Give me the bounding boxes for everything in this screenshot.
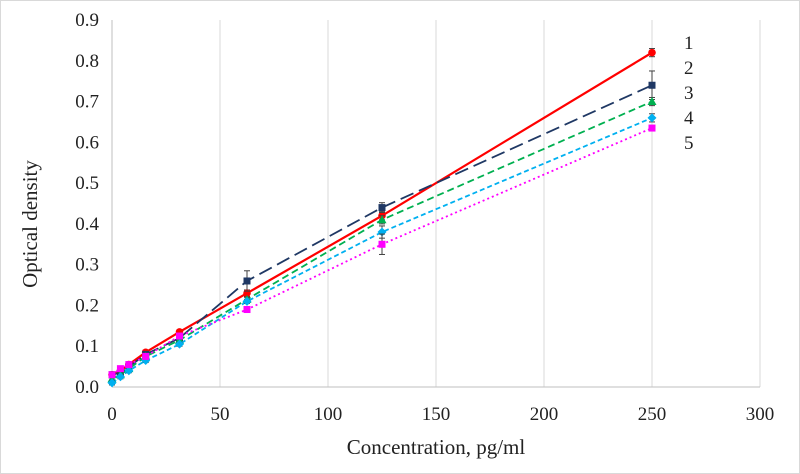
grid-lines <box>219 20 761 387</box>
data-point <box>124 366 134 376</box>
data-point <box>175 339 184 349</box>
series-label-2: 2 <box>684 58 694 79</box>
x-tick-label: 200 <box>530 404 559 425</box>
y-tick-label: 0.4 <box>75 214 99 235</box>
data-point <box>175 335 184 344</box>
y-tick-label: 0.0 <box>75 377 99 398</box>
data-point <box>243 277 251 285</box>
x-tick-label: 0 <box>107 404 117 425</box>
y-tick-label: 0.7 <box>75 92 99 113</box>
x-axis-title: Concentration, pg/ml <box>347 435 526 459</box>
series-label-3: 3 <box>684 83 694 104</box>
y-tick-label: 0.8 <box>75 51 99 72</box>
series-label-5: 5 <box>684 133 694 154</box>
series-label-1: 1 <box>684 33 694 54</box>
x-tick-label: 100 <box>314 404 343 425</box>
data-point <box>243 306 251 314</box>
data-point <box>648 48 656 57</box>
y-tick-label: 0.9 <box>75 10 99 31</box>
series-2 <box>108 70 656 379</box>
y-tick-label: 0.6 <box>75 132 99 153</box>
x-tick-labels: 0 50 100 150 200 250 300 <box>107 404 774 425</box>
data-point <box>378 204 386 212</box>
data-point <box>176 332 183 340</box>
data-point <box>242 296 252 306</box>
data-point <box>377 215 387 224</box>
x-tick-label: 150 <box>422 404 451 425</box>
y-axis-title: Optical density <box>18 160 42 288</box>
data-point <box>648 124 656 132</box>
series-label-4: 4 <box>684 108 694 129</box>
data-point <box>116 365 124 373</box>
data-point <box>647 113 657 123</box>
data-point <box>108 371 116 379</box>
y-tick-label: 0.1 <box>75 336 99 357</box>
y-tick-label: 0.2 <box>75 295 99 316</box>
y-tick-label: 0.3 <box>75 255 99 276</box>
data-point <box>115 372 125 382</box>
data-point <box>125 361 133 369</box>
data-point <box>142 352 150 360</box>
data-point <box>107 378 117 388</box>
data-point <box>378 240 386 248</box>
x-tick-label: 50 <box>211 404 230 425</box>
y-tick-labels: 0.0 0.1 0.2 0.3 0.4 0.5 0.6 0.7 0.8 0.9 <box>75 10 99 398</box>
y-tick-label: 0.5 <box>75 173 99 194</box>
x-tick-label: 300 <box>746 404 775 425</box>
data-point <box>648 81 656 89</box>
series-5 <box>108 124 656 379</box>
x-tick-label: 250 <box>638 404 667 425</box>
axes <box>111 20 760 388</box>
data-point <box>647 97 657 106</box>
series-group <box>107 48 657 388</box>
series-labels: 1 2 3 4 5 <box>684 33 694 154</box>
